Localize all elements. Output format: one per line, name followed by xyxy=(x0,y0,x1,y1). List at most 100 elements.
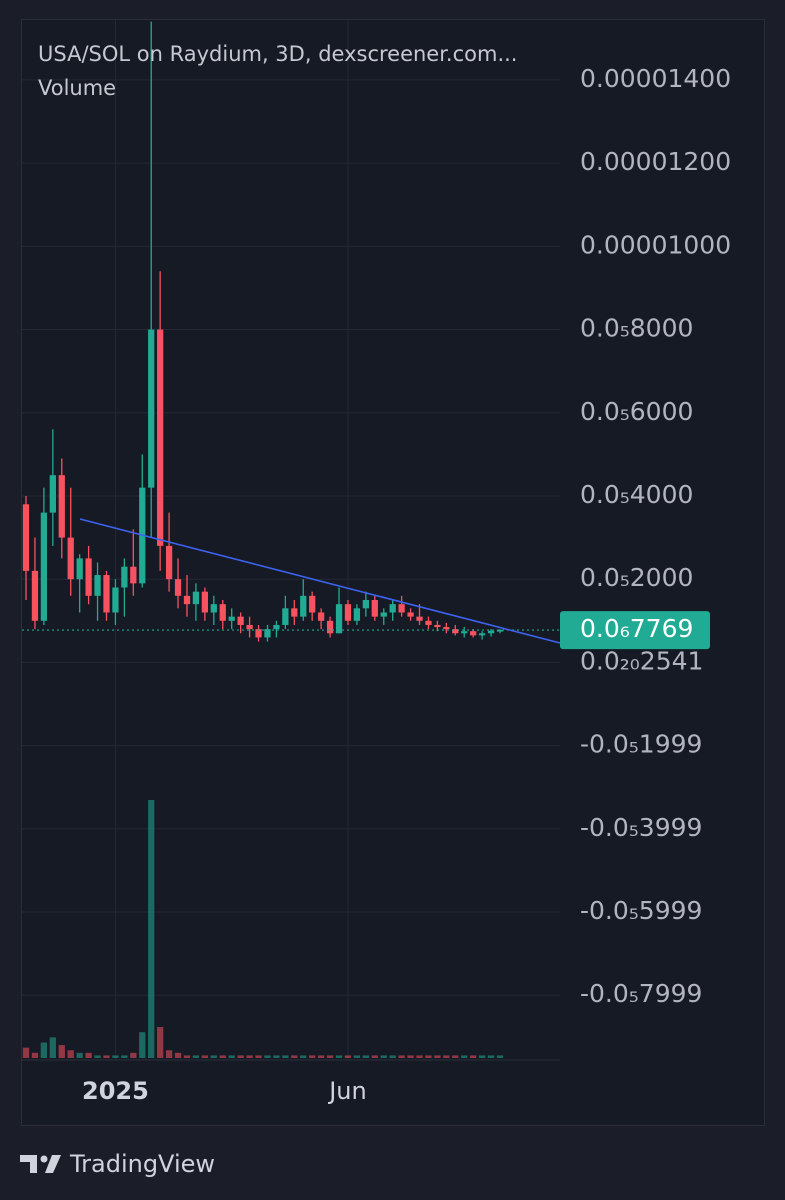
volume-bar xyxy=(407,1055,414,1058)
candle-body xyxy=(31,570,39,621)
volume-bar xyxy=(335,1055,343,1058)
volume-bar xyxy=(416,1055,423,1058)
volume-bar xyxy=(165,1050,173,1058)
volume-bar xyxy=(452,1055,459,1058)
x-tick-label: Jun xyxy=(327,1077,367,1105)
volume-bar xyxy=(183,1055,191,1058)
y-tick-label: 0.0₅6000 xyxy=(580,397,693,426)
candle-body xyxy=(496,630,504,632)
candle-body xyxy=(183,595,191,605)
volume-bar xyxy=(487,1055,495,1058)
tradingview-logo: TradingView xyxy=(20,1150,215,1178)
y-tick-label: 0.0₂₀2541 xyxy=(580,646,703,675)
volume-bar xyxy=(264,1055,271,1058)
volume-bar xyxy=(461,1055,468,1058)
candle-body xyxy=(318,612,325,621)
candle-body xyxy=(157,329,164,546)
candle-body xyxy=(416,616,423,621)
volume-bar xyxy=(318,1055,325,1058)
volume-bar xyxy=(282,1055,289,1058)
volume-bar xyxy=(326,1055,334,1058)
y-tick-label: -0.0₅5999 xyxy=(580,896,702,925)
volume-bar xyxy=(237,1055,244,1058)
candle-body xyxy=(380,612,387,617)
candle-body xyxy=(407,612,414,617)
volume-bar xyxy=(121,1055,128,1058)
candle-body xyxy=(85,558,92,596)
candle-body xyxy=(219,604,226,621)
logo-slash xyxy=(45,1155,61,1173)
candle-body xyxy=(255,629,262,638)
candle-body xyxy=(353,608,361,621)
volume-bar xyxy=(22,1047,30,1058)
candle-body xyxy=(470,631,477,636)
volume-bar xyxy=(389,1055,396,1058)
candle-body xyxy=(335,604,343,634)
volume-bar xyxy=(344,1055,352,1058)
x-tick-label: 2025 xyxy=(82,1077,149,1105)
volume-bar xyxy=(49,1037,56,1058)
volume-bar xyxy=(255,1055,262,1058)
candle-body xyxy=(130,566,137,584)
volume-bar xyxy=(496,1055,504,1058)
candle-body xyxy=(461,631,468,634)
volume-bar xyxy=(130,1052,137,1058)
volume-bar xyxy=(434,1055,441,1058)
volume-bar xyxy=(103,1055,110,1058)
candle-body xyxy=(174,579,182,596)
volume-bar xyxy=(94,1055,101,1058)
volume-bar xyxy=(443,1055,450,1058)
trend-line xyxy=(79,518,561,644)
candle-body xyxy=(121,566,128,588)
y-tick-label: 0.00001200 xyxy=(580,147,731,176)
candle-body xyxy=(246,624,253,630)
candle-body xyxy=(148,329,155,488)
candle-body xyxy=(165,545,173,580)
volume-bar xyxy=(300,1055,307,1058)
y-tick-label: 0.0₅4000 xyxy=(580,480,693,509)
volume-bar xyxy=(67,1050,74,1058)
y-tick-label: 0.00001000 xyxy=(580,230,731,259)
volume-bar xyxy=(371,1055,378,1058)
volume-bar xyxy=(470,1055,477,1058)
candle-body xyxy=(112,587,119,613)
volume-bar xyxy=(273,1055,280,1058)
volume-bar xyxy=(192,1055,200,1058)
candle-body xyxy=(94,575,101,596)
brand: TradingView xyxy=(69,1150,215,1178)
volume-bar xyxy=(219,1055,226,1058)
volume-label: Volume xyxy=(38,76,116,100)
volume-bar xyxy=(112,1055,119,1058)
candle-body xyxy=(76,558,83,580)
logo-dot xyxy=(40,1155,48,1163)
candle-body xyxy=(273,624,280,630)
volume-bar xyxy=(291,1055,298,1058)
chart-title: USA/SOL on Raydium, 3D, dexscreener.com.… xyxy=(38,42,517,66)
volume-bar xyxy=(201,1055,208,1058)
last-price-box xyxy=(560,611,710,650)
volume-bar xyxy=(76,1052,83,1058)
candle-body xyxy=(210,604,217,613)
candle-body xyxy=(326,620,334,634)
volume-bar xyxy=(210,1055,217,1058)
y-tick-label: 0.00001400 xyxy=(580,64,731,93)
volume-bar xyxy=(246,1055,253,1058)
volume-bar xyxy=(174,1052,182,1058)
candle-body xyxy=(58,475,65,538)
volume-bar xyxy=(380,1055,387,1058)
volume-bar xyxy=(309,1055,316,1058)
candle-body xyxy=(282,608,289,625)
candle-body xyxy=(389,604,396,613)
candle-body xyxy=(487,630,495,634)
candle-body xyxy=(452,629,459,634)
volume-bar xyxy=(362,1055,369,1058)
volume-bar xyxy=(353,1055,361,1058)
candle-body xyxy=(40,512,48,621)
candle-body xyxy=(371,599,378,617)
volume-bar xyxy=(157,1027,164,1058)
candle-body xyxy=(425,620,432,625)
candle-body xyxy=(228,616,235,621)
last-price-label: 0.0₆7769 xyxy=(580,614,693,643)
volume-bar xyxy=(58,1045,65,1058)
volume-bar xyxy=(40,1042,48,1058)
